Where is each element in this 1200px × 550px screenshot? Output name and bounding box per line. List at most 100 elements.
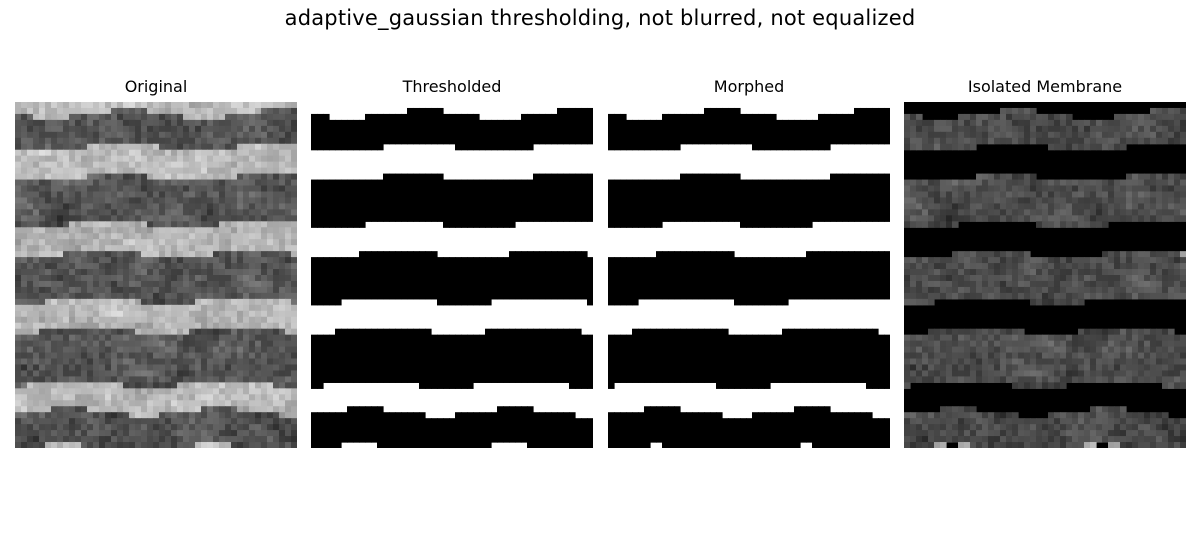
pixel (401, 346, 408, 354)
pixel (261, 442, 268, 448)
pixel (21, 245, 28, 252)
pixel (135, 167, 142, 175)
pixel (183, 191, 190, 199)
pixel (335, 137, 342, 145)
pixel (255, 418, 262, 425)
pixel (195, 436, 202, 443)
pixel (261, 334, 268, 342)
pixel (99, 430, 106, 437)
pixel (692, 179, 699, 187)
pixel (770, 143, 777, 151)
pixel (317, 286, 324, 294)
pixel (557, 436, 564, 443)
pixel (539, 215, 546, 222)
pixel (129, 418, 136, 425)
pixel (521, 263, 528, 270)
pixel (692, 203, 699, 210)
pixel (249, 191, 256, 199)
pixel (267, 155, 274, 163)
pixel (365, 340, 372, 348)
pixel (123, 113, 130, 121)
pixel (267, 394, 274, 401)
pixel (728, 179, 735, 187)
pixel (213, 286, 220, 294)
pixel (698, 185, 705, 193)
pixel (455, 376, 462, 383)
pixel (884, 191, 890, 199)
pixel (69, 131, 76, 139)
pixel (147, 424, 154, 431)
pixel (668, 131, 675, 139)
pixel (225, 203, 232, 210)
pixel (93, 424, 100, 431)
pixel (261, 346, 268, 354)
pixel (273, 292, 280, 300)
pixel (479, 352, 486, 360)
pixel (581, 209, 588, 216)
pixel (237, 215, 244, 222)
pixel (485, 280, 492, 288)
pixel (407, 328, 414, 336)
pixel (147, 340, 154, 348)
pixel (662, 119, 669, 127)
pixel (63, 376, 70, 383)
pixel (249, 292, 256, 300)
pixel (698, 191, 705, 199)
pixel (153, 239, 160, 246)
pixel (285, 412, 292, 419)
pixel (39, 286, 46, 294)
pixel (123, 406, 130, 413)
pixel (177, 251, 184, 258)
pixel (437, 418, 444, 425)
pixel (407, 340, 414, 348)
pixel (159, 346, 166, 354)
pixel (407, 346, 414, 354)
pixel (551, 292, 558, 300)
pixel (317, 113, 324, 121)
pixel (207, 400, 214, 407)
pixel (177, 263, 184, 270)
pixel (93, 406, 100, 413)
pixel (27, 251, 34, 258)
pixel (788, 197, 795, 205)
pixel (527, 436, 534, 443)
pixel (33, 149, 40, 157)
pixel (213, 155, 220, 163)
pixel (710, 113, 717, 121)
pixel (656, 125, 663, 133)
pixel (105, 442, 112, 448)
pixel (734, 209, 741, 216)
pixel (335, 215, 342, 222)
pixel (377, 430, 384, 437)
pixel (461, 340, 468, 348)
pixel (291, 113, 297, 121)
pixel (527, 418, 534, 425)
pixel (734, 125, 741, 133)
pixel (291, 340, 297, 348)
pixel (159, 352, 166, 360)
pixel (527, 185, 534, 193)
pixel (267, 352, 274, 360)
pixel (189, 310, 196, 318)
pixel (491, 292, 498, 300)
pixel (135, 131, 142, 139)
pixel (752, 179, 759, 187)
pixel (159, 245, 166, 252)
pixel (467, 185, 474, 193)
pixel (503, 418, 510, 425)
pixel (680, 191, 687, 199)
pixel (587, 334, 593, 342)
pixel (255, 358, 262, 366)
pixel (437, 280, 444, 288)
pixel (213, 269, 220, 276)
pixel (758, 209, 765, 216)
pixel (81, 185, 88, 193)
pixel (255, 292, 262, 300)
pixel (581, 352, 588, 360)
pixel (632, 137, 639, 145)
pixel (117, 107, 124, 115)
pixel (177, 275, 184, 282)
pixel (317, 269, 324, 276)
pixel (69, 412, 76, 419)
pixel (39, 263, 46, 270)
